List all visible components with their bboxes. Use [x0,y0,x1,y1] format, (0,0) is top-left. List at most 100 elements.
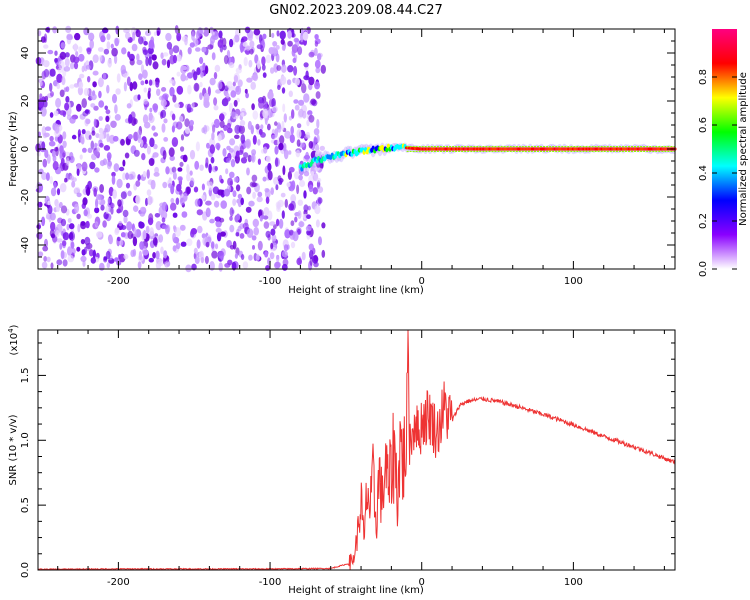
noise-cell [287,171,292,180]
noise-cell [165,166,170,175]
noise-cell [220,178,224,184]
noise-cell [314,34,319,40]
signal-fringe-cell [494,146,497,148]
noise-cell [267,162,272,172]
noise-cell [230,90,237,98]
noise-cell [186,172,191,182]
noise-cell [43,256,48,262]
noise-cell [147,217,154,226]
noise-cell [140,206,146,212]
noise-cell [155,221,162,231]
noise-cell [223,55,229,65]
signal-fringe-cell [518,146,521,148]
noise-cell [193,247,198,255]
noise-cell [298,221,305,228]
noise-cell [141,153,146,161]
noise-cell [118,166,125,172]
noise-cell [274,145,279,155]
noise-cell [226,81,233,89]
noise-cell [163,250,168,259]
noise-cell [140,80,145,86]
noise-cell [62,140,67,148]
noise-cell [211,52,216,61]
noise-cell [114,257,119,262]
noise-cell [307,110,313,116]
noise-cell [59,110,66,116]
noise-cell [233,176,239,183]
noise-cell [226,157,231,163]
noise-cell [308,184,314,193]
signal-fringe-cell [415,146,418,148]
noise-cell [133,227,137,238]
noise-cell [41,172,47,180]
signal-fringe-cell [485,146,488,148]
noise-cell [282,165,286,176]
noise-cell [294,104,300,111]
noise-cell [169,79,175,84]
signal-fringe-cell [643,146,646,148]
noise-cell [229,207,234,217]
noise-cell [127,51,131,58]
noise-cell [116,73,121,83]
signal-fringe-cell [606,146,609,148]
noise-cell [253,226,259,236]
noise-cell [90,103,96,108]
signal-fringe-cell [594,146,597,148]
noise-cell [253,28,261,36]
noise-cell [114,227,120,234]
noise-cell [46,26,51,34]
signal-fringe-cell [479,146,482,148]
noise-cell [125,31,131,40]
noise-cell [271,46,277,54]
noise-cell [128,114,133,124]
noise-cell [89,161,96,170]
noise-cell [252,135,257,145]
signal-fringe-cell [570,146,573,148]
noise-cell [147,47,154,54]
noise-cell [281,45,286,51]
noise-cell [154,213,161,218]
noise-cell [220,200,227,209]
noise-cell [290,194,297,203]
noise-cell [310,98,317,105]
noise-cell [219,113,225,122]
noise-cell [303,154,311,160]
noise-cell [194,160,200,170]
noise-cell [279,135,285,145]
noise-cell [232,240,237,250]
signal-fringe-cell [661,150,664,152]
noise-cell [171,113,176,121]
noise-cell [210,156,215,164]
noise-cell [106,133,110,143]
noise-cell [297,46,303,56]
noise-cell [239,120,246,127]
noise-cell [54,147,59,152]
noise-cell [282,142,287,152]
noise-cell [172,94,177,103]
noise-cell [252,218,259,228]
noise-cell [302,31,309,41]
noise-cell [81,129,86,135]
signal-fringe-cell [521,150,524,152]
signal-fringe-cell [433,150,436,152]
noise-cell [233,99,238,107]
noise-cell [130,249,135,258]
noise-cell [265,265,271,271]
noise-cell [153,143,158,150]
noise-cell [177,167,183,172]
noise-cell [49,82,53,92]
noise-cell [98,100,105,108]
noise-cell [204,255,209,265]
snr-y-tick-label: 0.5 [20,497,31,513]
signal-fringe-cell [509,146,512,148]
noise-cell [186,186,191,195]
signal-fringe-cell [485,150,488,152]
noise-cell [110,202,115,209]
noise-cell [271,97,276,108]
noise-cell [176,54,182,62]
noise-cell [150,36,155,44]
noise-cell [56,73,63,84]
noise-cell [140,64,145,73]
noise-cell [90,257,97,264]
noise-cell [202,62,206,71]
